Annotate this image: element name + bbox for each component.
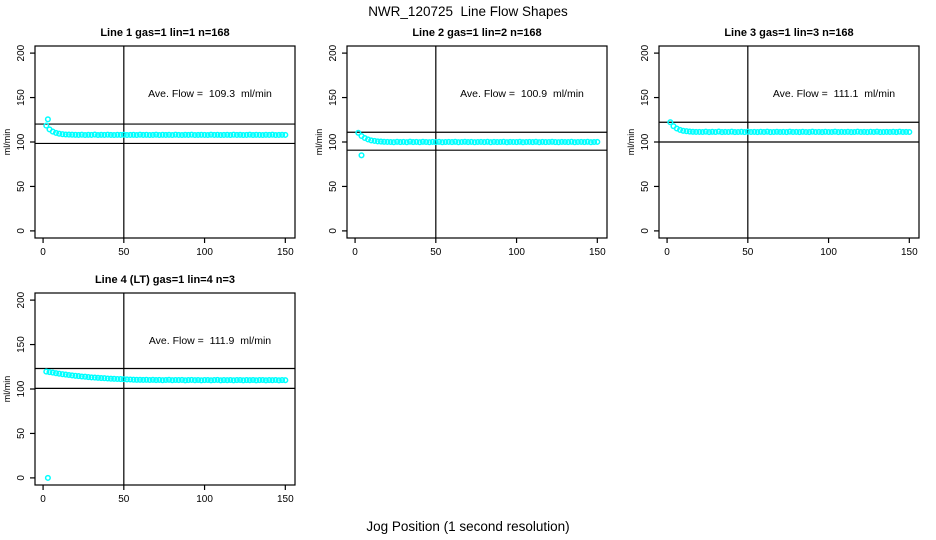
svg-text:200: 200	[16, 291, 27, 308]
subplot-line-1: Line 1 gas=1 lin=1 n=168 0 50 100 150 0 50 100…	[0, 22, 312, 269]
svg-text:50: 50	[16, 180, 27, 192]
subplot-svg-line-3: Line 3 gas=1 lin=3 n=168 0 50 100 150 0 50 100…	[626, 27, 920, 258]
svg-text:150: 150	[277, 494, 294, 505]
subplot-title: Line 2 gas=1 lin=2 n=168	[412, 27, 541, 39]
svg-text:150: 150	[589, 247, 606, 258]
svg-text:150: 150	[640, 89, 651, 106]
svg-text:100: 100	[16, 133, 27, 150]
ave-flow-annotation: Ave. Flow = 111.9 ml/min	[149, 335, 271, 347]
ave-flow-annotation: Ave. Flow = 111.1 ml/min	[773, 88, 895, 100]
svg-text:100: 100	[508, 247, 525, 258]
svg-text:50: 50	[118, 247, 130, 258]
svg-text:0: 0	[664, 247, 670, 258]
svg-text:ml/min: ml/min	[626, 129, 636, 156]
subplot-title: Line 1 gas=1 lin=1 n=168	[100, 27, 229, 39]
svg-text:100: 100	[328, 133, 339, 150]
svg-text:150: 150	[328, 89, 339, 106]
svg-text:100: 100	[820, 247, 837, 258]
svg-text:ml/min: ml/min	[2, 376, 12, 403]
subplot-svg-line-2: Line 2 gas=1 lin=2 n=168 0 50 100 150 0 50 100…	[314, 27, 608, 258]
svg-text:0: 0	[328, 228, 339, 234]
figure-title: NWR_120725 Line Flow Shapes	[368, 4, 568, 19]
ave-flow-annotation: Ave. Flow = 100.9 ml/min	[460, 88, 584, 100]
ave-flow-annotation: Ave. Flow = 109.3 ml/min	[148, 88, 272, 100]
svg-text:50: 50	[16, 427, 27, 439]
svg-text:150: 150	[901, 247, 918, 258]
plot-area: 0 50 100 150 0 50 100 150 200 ml/min	[626, 44, 920, 258]
svg-text:200: 200	[640, 44, 651, 61]
x-axis-label: Jog Position (1 second resolution)	[366, 519, 570, 534]
subplot-svg-line-1: Line 1 gas=1 lin=1 n=168 0 50 100 150 0 50 100…	[2, 27, 296, 258]
subplot-svg-line-4: Line 4 (LT) gas=1 lin=4 n=3 0 50 100 150 0 50…	[2, 274, 296, 505]
chart-grid: Line 1 gas=1 lin=1 n=168 0 50 100 150 0 50 100…	[0, 22, 936, 516]
svg-text:50: 50	[742, 247, 754, 258]
svg-text:50: 50	[118, 494, 130, 505]
svg-text:100: 100	[196, 247, 213, 258]
svg-text:50: 50	[430, 247, 442, 258]
svg-text:100: 100	[16, 380, 27, 397]
svg-text:150: 150	[16, 336, 27, 353]
svg-text:200: 200	[16, 44, 27, 61]
plot-area: 0 50 100 150 0 50 100 150 200 ml/min	[2, 44, 296, 258]
subplot-title: Line 3 gas=1 lin=3 n=168	[724, 27, 853, 39]
svg-text:0: 0	[40, 247, 46, 258]
svg-text:0: 0	[16, 228, 27, 234]
subplot-line-4: Line 4 (LT) gas=1 lin=4 n=3 0 50 100 150 0 50…	[0, 269, 312, 516]
svg-text:50: 50	[640, 180, 651, 192]
svg-text:150: 150	[277, 247, 294, 258]
svg-text:100: 100	[640, 133, 651, 150]
plot-area: 0 50 100 150 0 50 100 150 200 ml/min	[2, 291, 296, 505]
plot-area: 0 50 100 150 0 50 100 150 200 ml/min	[314, 44, 608, 258]
svg-text:150: 150	[16, 89, 27, 106]
svg-text:200: 200	[328, 44, 339, 61]
empty-cell	[624, 269, 936, 516]
svg-text:0: 0	[640, 228, 651, 234]
svg-text:ml/min: ml/min	[314, 129, 324, 156]
svg-text:0: 0	[352, 247, 358, 258]
subplot-line-3: Line 3 gas=1 lin=3 n=168 0 50 100 150 0 50 100…	[624, 22, 936, 269]
svg-text:50: 50	[328, 180, 339, 192]
svg-text:0: 0	[40, 494, 46, 505]
svg-text:0: 0	[16, 475, 27, 481]
subplot-line-2: Line 2 gas=1 lin=2 n=168 0 50 100 150 0 50 100…	[312, 22, 624, 269]
svg-text:ml/min: ml/min	[2, 129, 12, 156]
svg-text:100: 100	[196, 494, 213, 505]
subplot-title: Line 4 (LT) gas=1 lin=4 n=3	[95, 274, 235, 286]
empty-cell	[312, 269, 624, 516]
